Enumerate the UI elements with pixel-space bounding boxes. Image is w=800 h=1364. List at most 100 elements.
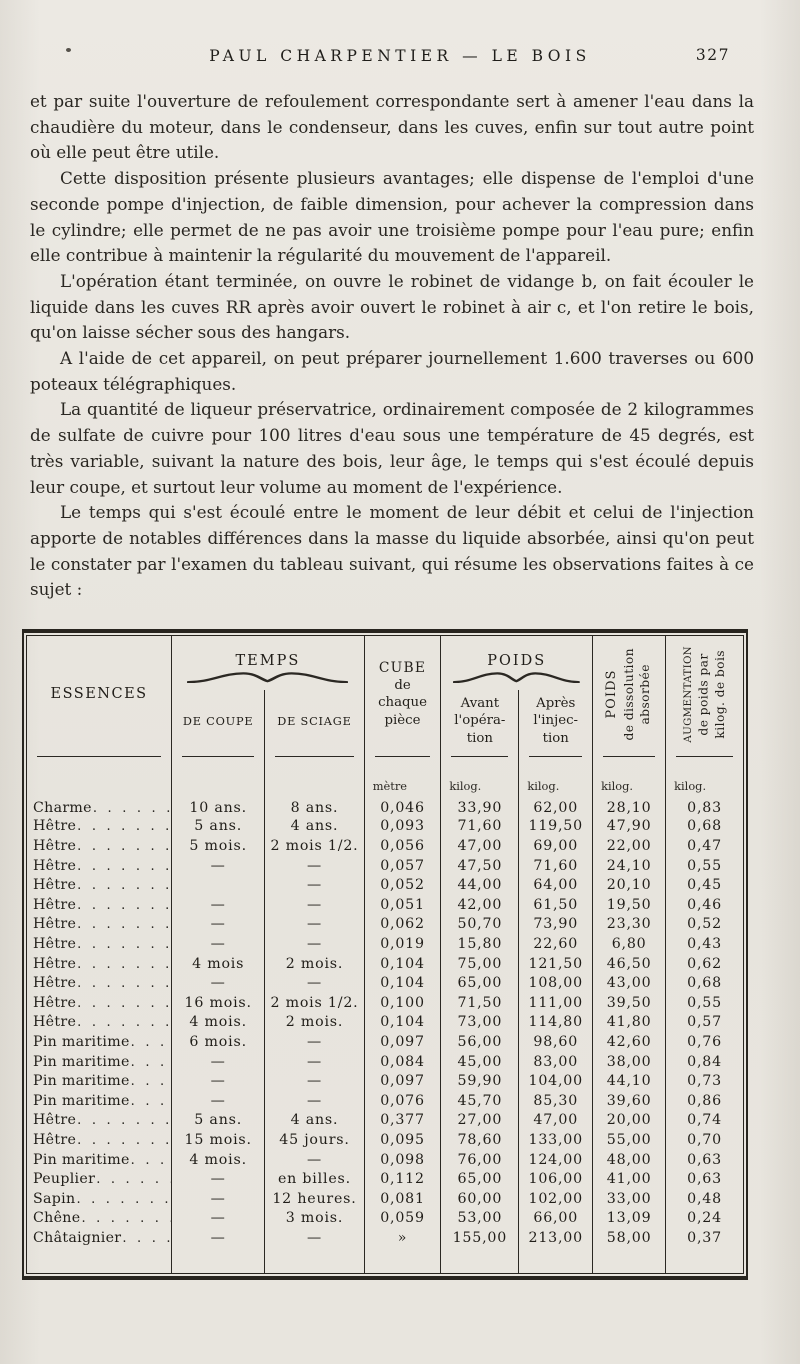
cell-poids-dissolution: 39,60 [592, 1090, 666, 1111]
cell-poids-dissolution: 23,30 [592, 914, 666, 935]
cell-de-coupe: — [171, 855, 265, 876]
unit-cube: mètre [363, 761, 441, 798]
cell-cube: 0,019 [363, 934, 441, 954]
cell-apres: 124,00 [518, 1149, 593, 1170]
units-row: mètre kilog. kilog. kilog. kilog. [27, 761, 743, 798]
dot-leader [76, 858, 171, 874]
cell-augmentation: 0,43 [665, 934, 743, 954]
cell-avant: 65,00 [440, 1169, 519, 1189]
dot-leader [76, 936, 171, 952]
cell-avant: 56,00 [440, 1032, 519, 1052]
cell-de-coupe: — [171, 1188, 265, 1209]
dot-leader [76, 1132, 171, 1148]
cell-augmentation: 0,86 [665, 1090, 743, 1111]
dot-leader [121, 1230, 171, 1246]
cell-de-coupe: 6 mois. [171, 1032, 265, 1052]
cell-poids-dissolution: 44,10 [592, 1071, 666, 1091]
absorption-table-frame: ESSENCES TEMPS CUBE de chaque pièce [22, 629, 748, 1280]
cell-de-coupe: 10 ans. [171, 797, 265, 817]
cell-de-sciage: — [264, 875, 365, 896]
dot-leader [130, 1034, 171, 1050]
cell-apres: 62,00 [518, 797, 593, 817]
cell-de-coupe: 4 mois. [171, 1149, 265, 1170]
cell-poids-dissolution: 19,50 [592, 895, 666, 915]
cell-poids-dissolution: 46,50 [592, 953, 666, 974]
dot-leader [75, 1191, 171, 1207]
cell-cube: 0,112 [363, 1169, 441, 1189]
cell-avant: 33,90 [440, 797, 519, 817]
cell-cube: 0,097 [363, 1032, 441, 1052]
table-row: Pin maritime4 mois.—0,09876,00124,0048,0… [27, 1149, 743, 1170]
cell-de-sciage: 4 ans. [264, 816, 365, 837]
cell-avant: 59,90 [440, 1071, 519, 1091]
body-text: et par suite l'ouverture de refoulement … [0, 68, 800, 603]
cell-de-sciage: — [264, 1051, 365, 1072]
dot-leader [130, 1073, 171, 1089]
dot-leader [76, 1014, 171, 1030]
cell-de-coupe: — [171, 914, 265, 935]
cell-essence: Pin maritime [27, 1052, 172, 1072]
paragraph: A l'aide de cet appareil, on peut prépar… [30, 348, 754, 394]
table-row: Sapin—12 heures.0,08160,00102,0033,000,4… [27, 1188, 743, 1209]
cell-essence: Hêtre [27, 915, 172, 935]
cell-augmentation: 0,76 [665, 1032, 743, 1052]
cell-de-sciage: 2 mois 1/2. [264, 836, 365, 856]
cell-essence: Hêtre [27, 875, 172, 895]
table-row: Charme10 ans.8 ans.0,04633,9062,0028,100… [27, 797, 743, 817]
cell-augmentation: 0,83 [665, 797, 743, 817]
paragraph: et par suite l'ouverture de refoulement … [30, 91, 754, 163]
paragraph: La quantité de liqueur préservatrice, or… [30, 399, 754, 497]
dot-leader [76, 818, 171, 834]
cell-apres: 66,00 [518, 1208, 593, 1229]
cell-de-sciage: — [264, 914, 365, 935]
cell-poids-dissolution: 41,00 [592, 1169, 666, 1189]
table-row: Hêtre5 mois.2 mois 1/2.0,05647,0069,0022… [27, 836, 743, 856]
table-row: Hêtre4 mois.2 mois.0,10473,00114,8041,80… [27, 1012, 743, 1033]
cell-de-coupe: — [171, 1051, 265, 1072]
cell-avant: 45,70 [440, 1090, 519, 1111]
table-row: Pin maritime6 mois.—0,09756,0098,6042,60… [27, 1032, 743, 1052]
cell-apres: 119,50 [518, 816, 593, 837]
cell-augmentation: 0,47 [665, 836, 743, 856]
cell-augmentation: 0,37 [665, 1228, 743, 1248]
dot-leader [130, 1093, 171, 1109]
cell-essence: Pin maritime [27, 1071, 172, 1091]
cell-poids-dissolution: 58,00 [592, 1228, 666, 1248]
cell-augmentation: 0,45 [665, 875, 743, 896]
table-row: Hêtre5 ans.4 ans.0,37727,0047,0020,000,7… [27, 1110, 743, 1131]
cell-de-sciage: 4 ans. [264, 1110, 365, 1131]
cell-augmentation: 0,73 [665, 1071, 743, 1091]
brace-poids [453, 672, 581, 684]
cell-augmentation: 0,68 [665, 973, 743, 993]
cell-avant: 73,00 [440, 1012, 519, 1033]
col-header-essences: ESSENCES [50, 686, 148, 703]
cell-essence: Chêne [27, 1209, 172, 1229]
cell-cube: 0,051 [363, 895, 441, 915]
cell-de-sciage: 2 mois. [264, 1012, 365, 1033]
cell-essence: Peuplier [27, 1169, 172, 1189]
table-row: Peuplier—en billes.0,11265,00106,0041,00… [27, 1169, 743, 1189]
cell-de-coupe: — [171, 1228, 265, 1248]
cell-apres: 108,00 [518, 973, 593, 993]
cell-de-sciage: 45 jours. [264, 1130, 365, 1150]
cell-essence: Hêtre [27, 954, 172, 974]
dot-leader [76, 956, 171, 972]
table-bottom-spacer [27, 1247, 743, 1273]
cell-augmentation: 0,62 [665, 953, 743, 974]
paragraph: L'opération étant terminée, on ouvre le … [30, 270, 754, 343]
cell-de-sciage: — [264, 973, 365, 993]
col-header-augmentation: AUGMENTATION de poids par kilog. de bois [665, 636, 743, 753]
cell-poids-dissolution: 6,80 [592, 934, 666, 954]
cell-de-coupe: — [171, 1169, 265, 1189]
cell-de-sciage: 8 ans. [264, 797, 365, 817]
cell-apres: 114,80 [518, 1012, 593, 1033]
cell-cube: 0,076 [363, 1090, 441, 1111]
cell-cube: 0,098 [363, 1149, 441, 1170]
dot-leader [80, 1210, 171, 1226]
page-number: 327 [695, 46, 730, 64]
